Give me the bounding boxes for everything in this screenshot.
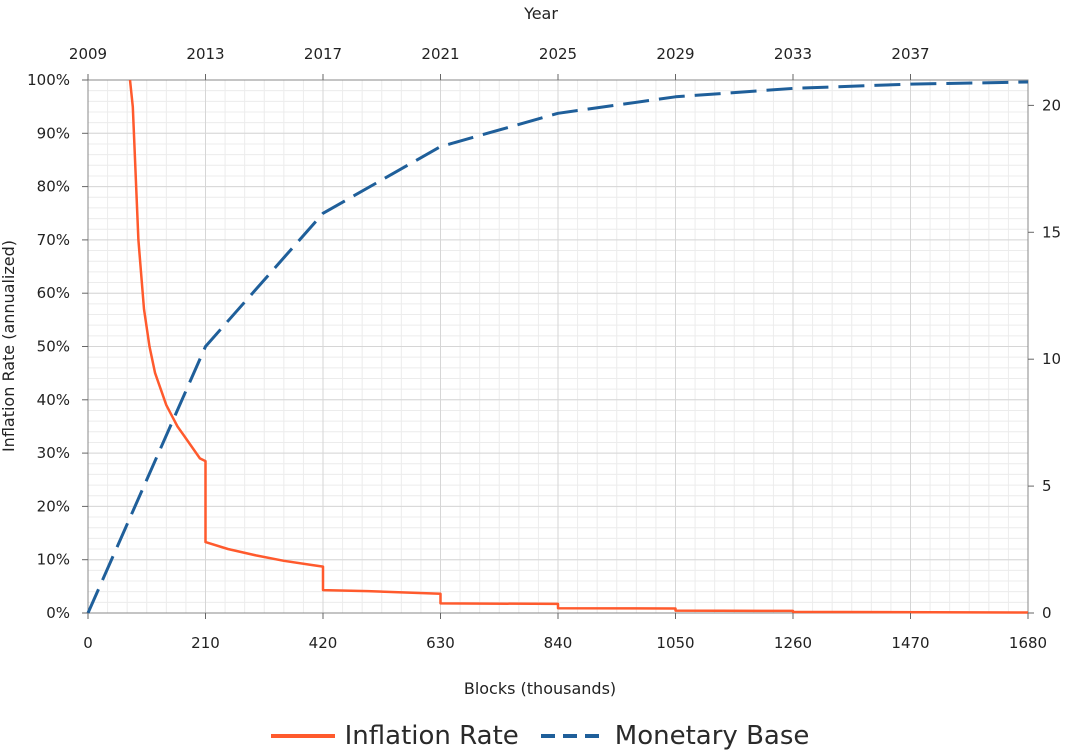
series-line-monetary-base <box>86 80 1029 614</box>
y-tick-label: 10% <box>37 551 70 569</box>
x2-tick-label: 2017 <box>304 45 342 63</box>
y-tick-label: 30% <box>37 444 70 462</box>
y2-tick-label: 0 <box>1042 604 1052 622</box>
x-tick-label: 210 <box>191 634 220 652</box>
legend: Inflation Rate Monetary Base <box>0 716 1080 756</box>
x2-tick-label: 2029 <box>656 45 694 63</box>
x2-tick-label: 2021 <box>421 45 459 63</box>
x2-tick-label: 2025 <box>539 45 577 63</box>
y-tick-label: 70% <box>37 231 70 249</box>
y-tick-label: 60% <box>37 284 70 302</box>
y2-tick-label: 20 <box>1042 96 1061 114</box>
x-tick-label: 1680 <box>1009 634 1047 652</box>
x2-tick-label: 2033 <box>774 45 812 63</box>
x-tick-label: 1470 <box>891 634 929 652</box>
series-line-inflation-rate <box>128 79 1029 614</box>
x2-tick-label: 2009 <box>69 45 107 63</box>
y-tick-label: 0% <box>46 604 70 622</box>
y2-tick-label: 5 <box>1042 477 1052 495</box>
x-tick-label: 630 <box>426 634 455 652</box>
grid <box>87 79 1029 614</box>
y-tick-label: 50% <box>37 338 70 356</box>
legend-item-inflation-rate: Inflation Rate <box>270 721 519 751</box>
x-axis-title: Blocks (thousands) <box>464 679 616 698</box>
y2-tick-label: 10 <box>1042 350 1061 368</box>
x2-axis-title: Year <box>523 4 558 23</box>
y2-tick-label: 15 <box>1042 223 1061 241</box>
y-tick-label: 20% <box>37 497 70 515</box>
x-tick-label: 420 <box>309 634 338 652</box>
legend-label-monetary-base: Monetary Base <box>614 721 810 751</box>
y-tick-label: 100% <box>27 71 70 89</box>
x-tick-label: 1260 <box>774 634 812 652</box>
y-tick-label: 90% <box>37 124 70 142</box>
x-tick-label: 840 <box>544 634 573 652</box>
y-tick-label: 40% <box>37 391 70 409</box>
x-tick-label: 1050 <box>656 634 694 652</box>
x2-tick-label: 2013 <box>186 45 224 63</box>
series-group <box>86 79 1029 614</box>
x-tick-label: 0 <box>83 634 93 652</box>
legend-swatch-solid <box>270 734 335 738</box>
x2-tick-label: 2037 <box>891 45 929 63</box>
legend-swatch-dashed <box>540 734 605 738</box>
y-axis-title: Inflation Rate (annualized) <box>0 240 18 452</box>
legend-item-monetary-base: Monetary Base <box>540 721 810 751</box>
legend-label-inflation-rate: Inflation Rate <box>344 721 519 751</box>
y-tick-label: 80% <box>37 178 70 196</box>
